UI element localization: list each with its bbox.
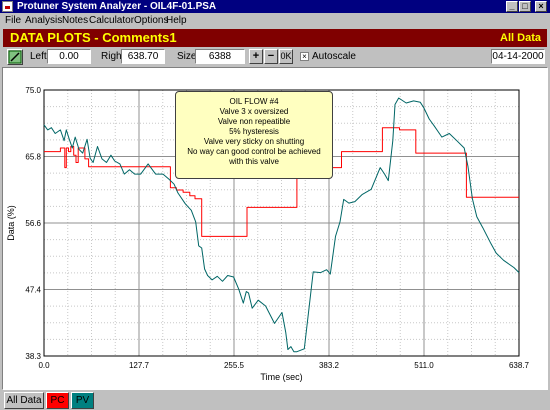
tab-pc[interactable]: PC: [46, 392, 69, 409]
series-layer: [43, 97, 520, 353]
plot-frame: [43, 89, 520, 357]
x-axis-ticks: 0.0 127.7 255.5 383.2 511.0 638.7: [38, 361, 529, 370]
right-label: Right: [101, 51, 125, 62]
minimize-button[interactable]: _: [506, 1, 518, 12]
autoscale-label: Autoscale: [312, 51, 356, 62]
cursor-icon: [8, 50, 22, 64]
y-axis-label: Data (%): [6, 205, 16, 241]
y-tick-label: 38.3: [25, 352, 41, 361]
y-tick-label: 47.4: [25, 286, 41, 295]
y-tick-label: 75.0: [25, 86, 41, 95]
title-bar: Protuner System Analyzer - OIL4F-01.PSA …: [0, 0, 550, 13]
date-field: 04-14-2000: [491, 49, 545, 64]
zoom-reset-button[interactable]: 0K: [279, 49, 293, 64]
note-line: OIL FLOW #4: [229, 97, 279, 106]
data-range-label[interactable]: All Data: [500, 32, 541, 44]
maximize-button[interactable]: □: [519, 1, 531, 12]
right-value-field[interactable]: 638.70: [121, 49, 165, 64]
note-line: 5% hysteresis: [229, 127, 279, 136]
window-title: Protuner System Analyzer - OIL4F-01.PSA: [17, 1, 217, 12]
zoom-out-icon: −: [267, 50, 275, 62]
x-tick-label: 638.7: [509, 361, 530, 370]
series-pv-line: [43, 97, 520, 353]
toolbar: Left 0.00 Right 638.70 Size 6388 + − 0K …: [0, 48, 550, 66]
y-tick-label: 56.6: [25, 219, 41, 228]
menu-analysis[interactable]: Analysis: [25, 15, 63, 26]
x-tick-label: 511.0: [414, 361, 434, 370]
menu-calculator[interactable]: Calculator: [89, 15, 135, 26]
left-label: Left: [30, 51, 47, 62]
menu-notes[interactable]: Notes: [62, 15, 89, 26]
x-tick-label: 255.5: [224, 361, 245, 370]
note-line: Valve 3 x oversized: [219, 107, 289, 116]
note-line: Valve non repeatible: [217, 117, 291, 126]
app-icon[interactable]: [2, 1, 13, 12]
close-button[interactable]: ×: [535, 1, 547, 12]
menu-file[interactable]: File: [5, 15, 22, 26]
zoom-out-button[interactable]: −: [264, 49, 278, 64]
note-line: No way can good control be achieved: [187, 147, 321, 156]
size-value-field[interactable]: 6388: [195, 49, 245, 64]
left-value-field[interactable]: 0.00: [47, 49, 91, 64]
x-tick-label: 127.7: [129, 361, 150, 370]
tab-pv[interactable]: PV: [71, 392, 94, 409]
y-tick-label: 65.8: [25, 153, 41, 162]
autoscale-checkbox[interactable]: ×: [300, 52, 309, 61]
tab-all-data[interactable]: All Data: [4, 392, 44, 409]
annotation-note[interactable]: OIL FLOW #4 Valve 3 x oversized Valve no…: [175, 91, 333, 179]
size-label: Size: [177, 51, 197, 62]
plot-header: DATA PLOTS - Comments1 All Data: [3, 29, 547, 47]
menu-options[interactable]: Options: [134, 15, 169, 26]
note-line: with this valve: [229, 157, 279, 166]
menu-help[interactable]: Help: [166, 15, 187, 26]
cursor-tool-button[interactable]: [7, 49, 23, 65]
plot-title: DATA PLOTS - Comments1: [10, 30, 177, 45]
y-axis-ticks: 38.3 47.4 56.6 65.8 75.0: [25, 86, 41, 361]
zoom-in-button[interactable]: +: [249, 49, 263, 64]
x-tick-label: 383.2: [319, 361, 340, 370]
plot-tabs: All Data PC PV: [0, 391, 550, 410]
note-line: Valve very sticky on shutting: [203, 137, 305, 146]
x-axis-label: Time (sec): [260, 372, 302, 382]
menu-bar: File Analysis Notes Calculator Options H…: [0, 14, 550, 28]
x-tick-label: 0.0: [38, 361, 50, 370]
zoom-in-icon: +: [252, 50, 260, 62]
